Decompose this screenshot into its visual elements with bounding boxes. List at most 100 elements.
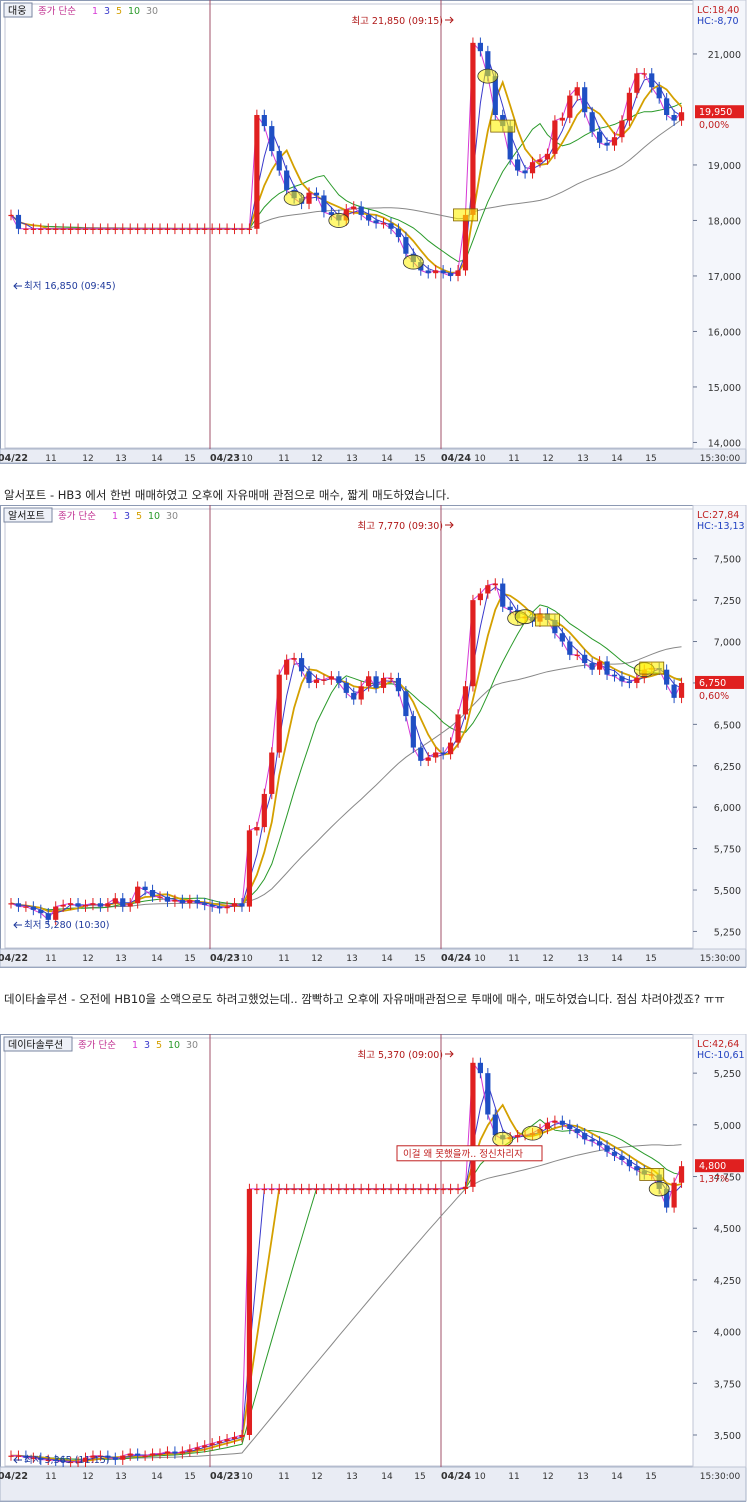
candle-body [358,1188,364,1191]
candle-body [82,1457,89,1462]
candle-body [224,906,230,909]
candle-body [500,583,506,607]
legend-period-30: 30 [186,1040,198,1051]
candle-body [291,1188,297,1191]
candle-body [68,903,74,905]
price-tag: 19,950 [699,107,732,118]
y-axis-panel [692,0,747,450]
legend-period-30: 30 [146,6,158,17]
candle-body [433,1188,439,1191]
candle-body [172,228,178,230]
candle-body [611,137,618,146]
candle-body [440,1188,446,1191]
annotation-box [396,1145,543,1162]
candle-body [53,1459,59,1461]
candle-body [619,1155,625,1160]
candle-body [45,1459,51,1461]
candle-body [604,142,610,146]
candle-body [455,270,461,276]
y-tick-label: 4,500 [714,1224,741,1235]
candle-body [611,674,618,677]
legend-prefix: 종가 단순 [78,1040,116,1051]
candle-body [187,1449,193,1452]
x-tick-label: 14 [611,1472,623,1482]
candle-body [8,214,14,217]
legend-period-1: 1 [92,6,98,17]
candle-body [298,658,305,672]
x-tick-label: 10 [474,454,486,464]
daewoong-chart[interactable]: 14,000 15,000 16,000 17,000 18,000 19,000 21,0… [0,0,750,464]
candle-body [328,676,334,680]
candle-body [425,757,431,761]
y-tick-label: 3,500 [714,1431,741,1442]
candle-body [664,98,670,115]
candle-body [425,270,431,274]
candle-body [23,906,29,908]
candle-body [239,1434,245,1438]
candle-body [656,87,662,99]
candle-body [321,1188,327,1191]
high-arrow [445,1050,454,1058]
x-tick-label: 10 [241,454,253,464]
candle-body [559,117,565,121]
x-tick-label: 14 [381,954,393,964]
x-tick-label: 12 [311,454,322,464]
candle-body [410,1188,416,1191]
candle-body [477,593,483,601]
candle-body [373,676,379,688]
y-tick-label: 5,750 [714,845,741,856]
price-tag-box [695,105,744,119]
candle-body [462,686,469,715]
candle-body [298,1188,305,1191]
candle-body [135,886,141,904]
candle-body [388,223,394,229]
candle-body [418,1188,424,1191]
x-tick-label: 12 [82,1472,93,1482]
x-tick-label: 11 [45,454,56,464]
candle-body [596,661,603,670]
alsupport-chart[interactable]: 5,250 5,500 5,750 6,000 6,250 6,500 6,750 7,000… [0,505,750,968]
plot-area [4,3,694,449]
candle-body [97,228,104,230]
candle-body [544,1122,551,1129]
price-tag-box [695,675,744,689]
x-tick-label: 13 [577,954,588,964]
x-tick-label: 15 [414,454,425,464]
candle-body [447,1188,454,1191]
candle-body [351,206,357,210]
candle-body [306,192,312,204]
candle-body [634,73,640,93]
candle-body [82,904,89,907]
candle-body [589,1139,595,1142]
y-tick-label: 5,500 [714,886,741,897]
x-tick-label: 15 [645,454,656,464]
candle-body [112,1457,118,1460]
candle-body [582,1133,588,1140]
candle-body [567,95,573,118]
candle-body [380,1188,387,1191]
candle-body [209,1443,215,1446]
low-label: 최저 5,280 (10:30) [24,920,110,931]
datasolution-chart[interactable]: 3,500 3,750 4,000 4,250 4,500 4,750 5,000 5,250… [0,1034,750,1502]
candle-body [179,1451,185,1454]
candle-body [678,1166,685,1183]
candle-body [559,633,565,642]
x-tick-label: 12 [542,954,553,964]
legend-period-10: 10 [168,1040,180,1051]
candle-body [217,228,223,230]
candle-body [351,692,357,700]
candle-body [120,898,126,907]
highlight-ellipse [328,213,350,228]
lc-label: LC:18,40 [697,5,739,16]
y-tick-label: 14,000 [708,438,741,449]
candle-body [358,686,364,700]
candle-body [135,1453,141,1456]
x-tick-label: 10 [241,1472,253,1482]
highlight-ellipse [283,190,305,206]
highlight-ellipse [492,1131,514,1147]
candle-body [336,676,342,683]
x-tick-label: 15:30:00 [700,954,741,964]
y-tick-label: 5,250 [714,1069,741,1080]
candle-body [596,131,603,143]
x-tick-label: 13 [577,1472,588,1482]
